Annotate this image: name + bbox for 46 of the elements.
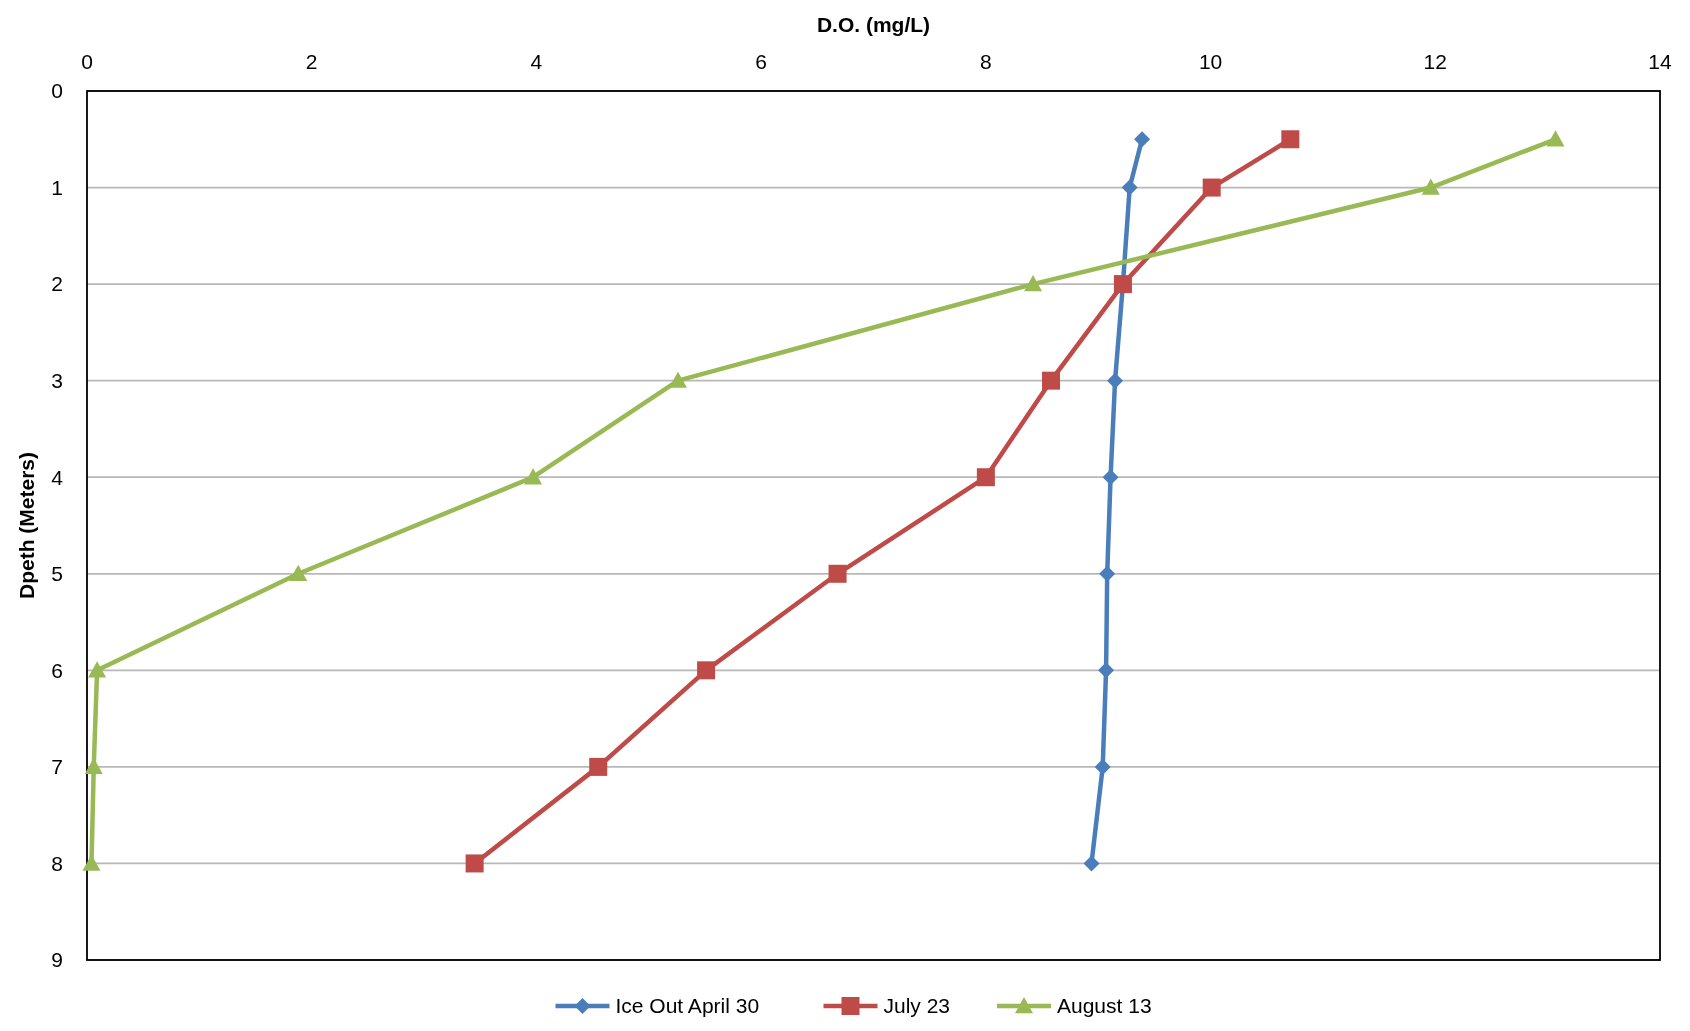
point (1121, 179, 1138, 196)
x-tick-label: 8 (980, 50, 992, 73)
point (976, 468, 995, 487)
x-tick-label: 12 (1423, 50, 1447, 73)
x-tick-label: 14 (1648, 50, 1672, 73)
point (1107, 372, 1124, 389)
point (1099, 565, 1116, 582)
y-tick-label: 1 (51, 175, 63, 199)
point (1083, 855, 1100, 872)
point (1202, 178, 1221, 197)
point (828, 564, 847, 583)
point (1094, 758, 1111, 775)
y-tick-label: 0 (51, 79, 63, 103)
point (697, 661, 716, 680)
point (1134, 131, 1151, 148)
point (1102, 469, 1119, 486)
x-tick-label: 0 (81, 50, 93, 73)
point (1546, 130, 1565, 147)
x-tick-label: 4 (530, 50, 543, 73)
point (1421, 178, 1440, 195)
point (1042, 371, 1061, 390)
y-tick-label: 5 (51, 562, 63, 586)
x-tick-label: 2 (305, 50, 318, 73)
point (465, 854, 484, 873)
point (1281, 130, 1300, 149)
y-tick-label: 9 (51, 948, 63, 972)
legend-label: Ice Out April 30 (615, 994, 760, 1018)
x-axis-title: D.O. (mg/L) (816, 13, 931, 36)
point (88, 661, 107, 678)
y-tick-label: 7 (51, 755, 63, 779)
legend-label: August 13 (1057, 994, 1152, 1018)
y-tick-label: 2 (51, 272, 63, 296)
y-tick-label: 3 (51, 369, 63, 393)
y-axis-title: Dpeth (Meters) (15, 451, 38, 600)
y-tick-label: 6 (51, 658, 63, 682)
point (1024, 275, 1043, 292)
x-tick-label: 10 (1198, 50, 1223, 73)
x-tick-label: 6 (755, 50, 767, 73)
legend-label: July 23 (883, 994, 951, 1018)
point (289, 564, 308, 581)
point (524, 468, 543, 485)
point (589, 757, 608, 776)
point (669, 371, 687, 388)
y-tick-label: 8 (51, 851, 63, 875)
point (1098, 662, 1115, 679)
y-tick-label: 4 (51, 465, 64, 489)
